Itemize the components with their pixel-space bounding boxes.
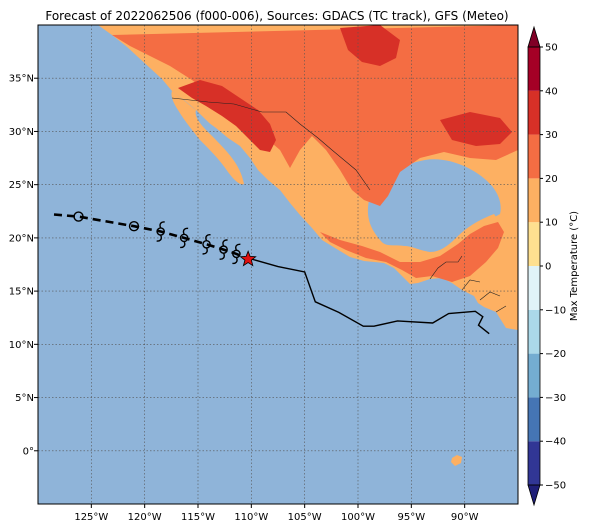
colorbar-band — [528, 353, 540, 398]
map-gridlines — [38, 25, 518, 504]
colorbar-tick-label: −50 — [545, 481, 566, 492]
colorbar-band — [528, 134, 540, 179]
lon-tick-label: 100°W — [341, 512, 375, 523]
lat-tick-label: 10°N — [9, 340, 34, 351]
longitude-axis: 125°W 120°W 115°W 110°W 105°W 100°W 95°W 90°W — [74, 504, 479, 523]
land-baja-california — [171, 91, 244, 185]
lat-tick-label: 0° — [23, 446, 34, 457]
tropical-storm-icon — [202, 234, 211, 255]
land-galapagos — [451, 455, 462, 466]
colorbar-tick-label: −10 — [545, 305, 566, 316]
lat-tick-label: 30°N — [9, 127, 34, 138]
colorbar-band — [528, 90, 540, 135]
storm-icon-arm-top — [159, 221, 165, 229]
lon-tick-label: 105°W — [288, 512, 322, 523]
track-point-marker — [73, 211, 84, 222]
storm-icon-arm-bottom — [232, 257, 238, 265]
colorbar-over-arrow — [527, 25, 541, 48]
lon-tick-label: 95°W — [398, 512, 426, 523]
lat-tick-label: 15°N — [9, 287, 34, 298]
colorbar-tick-label: 40 — [545, 86, 558, 97]
zone-very-hot-north — [340, 25, 400, 66]
country-borders — [171, 97, 507, 313]
colorbar-tick-label: 30 — [545, 130, 558, 141]
colorbar-band — [528, 441, 540, 485]
storm-icon-arm-bottom — [219, 252, 225, 260]
zone-very-hot-east — [440, 112, 512, 146]
storm-icon-arm-top — [222, 239, 228, 247]
map-frame — [37, 24, 519, 505]
track-past-positions — [73, 211, 140, 232]
colorbar-band — [528, 47, 540, 91]
track-storm-symbols — [156, 221, 241, 265]
lon-tick-label: 120°W — [128, 512, 162, 523]
latitude-axis: 35°N 30°N 25°N 20°N 15°N 10°N 5°N 0° — [9, 74, 38, 457]
tropical-storm-icon — [232, 243, 241, 265]
lat-tick-label: 5°N — [15, 393, 34, 404]
forecast-track-line — [53, 213, 249, 261]
storm-icon-arm-top — [205, 234, 211, 241]
tropical-storm-icon — [156, 221, 165, 242]
guatemala-border — [429, 255, 463, 280]
colorbar-band — [528, 178, 540, 223]
cyclone-wind-buffer-line — [247, 257, 490, 335]
lon-tick-label: 90°W — [451, 512, 479, 523]
colorbar-under-arrow — [527, 484, 541, 507]
storm-icon-arm-top — [182, 227, 189, 235]
colorbar-label: Max Temperature (°C) — [569, 211, 580, 321]
lon-tick-label: 110°W — [234, 512, 268, 523]
figure-title: Forecast of 2022062506 (f000-006), Sourc… — [45, 9, 508, 23]
map-panel — [38, 25, 518, 504]
lat-tick-label: 25°N — [9, 180, 34, 191]
storm-icon-arm-top — [235, 243, 241, 251]
colorbar-band — [528, 309, 540, 354]
tropical-storm-icon — [179, 227, 189, 249]
colorbar-tick-label: 20 — [545, 174, 558, 185]
colorbar-tick-label: −40 — [545, 437, 566, 448]
colorbar-band — [528, 222, 540, 266]
zone-hot-south — [320, 222, 504, 282]
storm-icon-arm-bottom — [202, 247, 208, 255]
current-storm-position — [239, 250, 257, 267]
current-position-star-icon — [239, 250, 257, 267]
lon-tick-label: 115°W — [181, 512, 215, 523]
colorbar-tick-label: −20 — [545, 349, 566, 360]
lon-tick-label: 125°W — [74, 512, 108, 523]
storm-icon-arm-bottom — [180, 241, 186, 249]
lat-tick-label: 35°N — [9, 74, 34, 85]
land-cuba — [505, 199, 518, 212]
track-point-marker — [128, 220, 140, 232]
colorbar-tick-label: 0 — [545, 262, 551, 273]
central-america-borders — [461, 279, 507, 313]
us-mexico-border — [171, 97, 371, 191]
colorbar-band — [528, 397, 540, 442]
storm-icon-arm-bottom — [156, 234, 163, 242]
tropical-storm-icon — [219, 239, 228, 260]
colorbar-tick-label: 50 — [545, 43, 558, 54]
lat-tick-label: 20°N — [9, 233, 34, 244]
colorbar-band — [528, 266, 540, 310]
gulf-of-california — [195, 110, 262, 186]
colorbar-tick-label: 10 — [545, 218, 558, 229]
temperature-colorbar: 50 40 30 20 10 0 −10 −20 −30 −40 −50 — [527, 25, 566, 507]
colorbar-tick-label: −30 — [545, 393, 566, 404]
zone-hot-north — [112, 25, 518, 206]
